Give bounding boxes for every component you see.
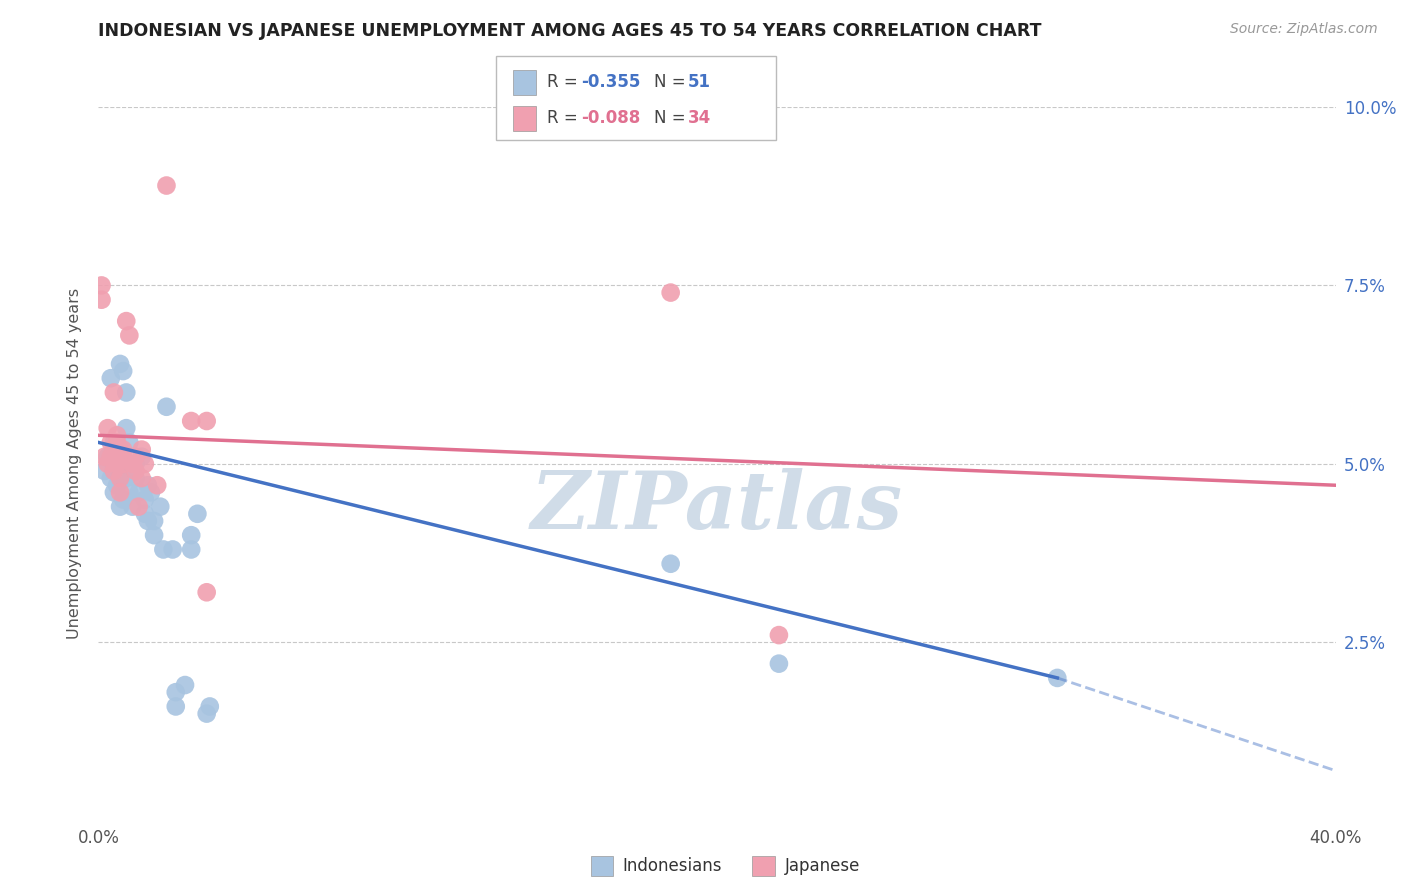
Point	[131, 450, 153, 464]
Point	[131, 471, 153, 485]
Point	[124, 471, 146, 485]
Point	[155, 178, 177, 193]
Point	[768, 628, 790, 642]
Point	[105, 457, 128, 471]
Point	[121, 500, 143, 514]
Point	[131, 442, 153, 457]
Point	[195, 414, 218, 428]
Point	[1046, 671, 1069, 685]
Point	[124, 464, 146, 478]
Point	[105, 435, 128, 450]
Point	[105, 457, 128, 471]
Point	[165, 685, 187, 699]
Point	[155, 400, 177, 414]
Point	[134, 507, 156, 521]
Text: 51: 51	[688, 73, 710, 91]
Text: N =: N =	[654, 73, 690, 91]
Point	[103, 485, 125, 500]
Text: N =: N =	[654, 109, 690, 128]
Point	[90, 293, 112, 307]
Point	[118, 328, 141, 343]
Text: Indonesians: Indonesians	[623, 857, 723, 875]
Point	[124, 450, 146, 464]
Point	[134, 457, 156, 471]
Point	[112, 442, 135, 457]
Point	[103, 442, 125, 457]
Text: Japanese: Japanese	[785, 857, 860, 875]
Point	[180, 414, 202, 428]
Point	[108, 442, 131, 457]
Point	[103, 385, 125, 400]
Point	[90, 278, 112, 293]
Point	[143, 528, 166, 542]
Point	[174, 678, 197, 692]
Point	[659, 557, 682, 571]
Point	[115, 471, 138, 485]
Text: -0.088: -0.088	[581, 109, 640, 128]
Point	[180, 528, 202, 542]
Point	[162, 542, 184, 557]
Point	[97, 450, 120, 464]
Point	[115, 385, 138, 400]
Point	[97, 457, 120, 471]
Point	[105, 428, 128, 442]
Point	[93, 450, 115, 464]
Point	[97, 421, 120, 435]
Text: -0.355: -0.355	[581, 73, 640, 91]
Text: R =: R =	[547, 109, 583, 128]
Point	[118, 457, 141, 471]
Point	[100, 371, 122, 385]
Text: R =: R =	[547, 73, 583, 91]
Point	[128, 485, 150, 500]
Point	[134, 492, 156, 507]
Point	[93, 464, 115, 478]
Point	[136, 514, 159, 528]
Point	[103, 435, 125, 450]
Y-axis label: Unemployment Among Ages 45 to 54 years: Unemployment Among Ages 45 to 54 years	[67, 288, 83, 640]
Point	[768, 657, 790, 671]
Text: 34: 34	[688, 109, 711, 128]
Point	[100, 435, 122, 450]
Point	[105, 442, 128, 457]
Point	[165, 699, 187, 714]
Point	[108, 357, 131, 371]
Point	[121, 457, 143, 471]
Point	[121, 464, 143, 478]
Text: INDONESIAN VS JAPANESE UNEMPLOYMENT AMONG AGES 45 TO 54 YEARS CORRELATION CHART: INDONESIAN VS JAPANESE UNEMPLOYMENT AMON…	[98, 22, 1042, 40]
Point	[112, 450, 135, 464]
Text: Source: ZipAtlas.com: Source: ZipAtlas.com	[1230, 22, 1378, 37]
Text: ZIPatlas: ZIPatlas	[531, 468, 903, 545]
Point	[108, 471, 131, 485]
Point	[146, 478, 169, 492]
Point	[100, 450, 122, 464]
Point	[118, 485, 141, 500]
Point	[108, 471, 131, 485]
Point	[136, 478, 159, 492]
Point	[128, 500, 150, 514]
Point	[143, 514, 166, 528]
Point	[112, 364, 135, 378]
Point	[115, 421, 138, 435]
Point	[118, 464, 141, 478]
Point	[112, 492, 135, 507]
Point	[152, 542, 174, 557]
Point	[103, 457, 125, 471]
Point	[149, 500, 172, 514]
Point	[124, 457, 146, 471]
Point	[195, 585, 218, 599]
Point	[108, 485, 131, 500]
Point	[100, 471, 122, 485]
Point	[186, 507, 208, 521]
Point	[139, 485, 162, 500]
Point	[105, 478, 128, 492]
Point	[112, 457, 135, 471]
Point	[198, 699, 221, 714]
Point	[108, 500, 131, 514]
Point	[118, 435, 141, 450]
Point	[103, 464, 125, 478]
Point	[659, 285, 682, 300]
Point	[195, 706, 218, 721]
Point	[180, 542, 202, 557]
Point	[115, 314, 138, 328]
